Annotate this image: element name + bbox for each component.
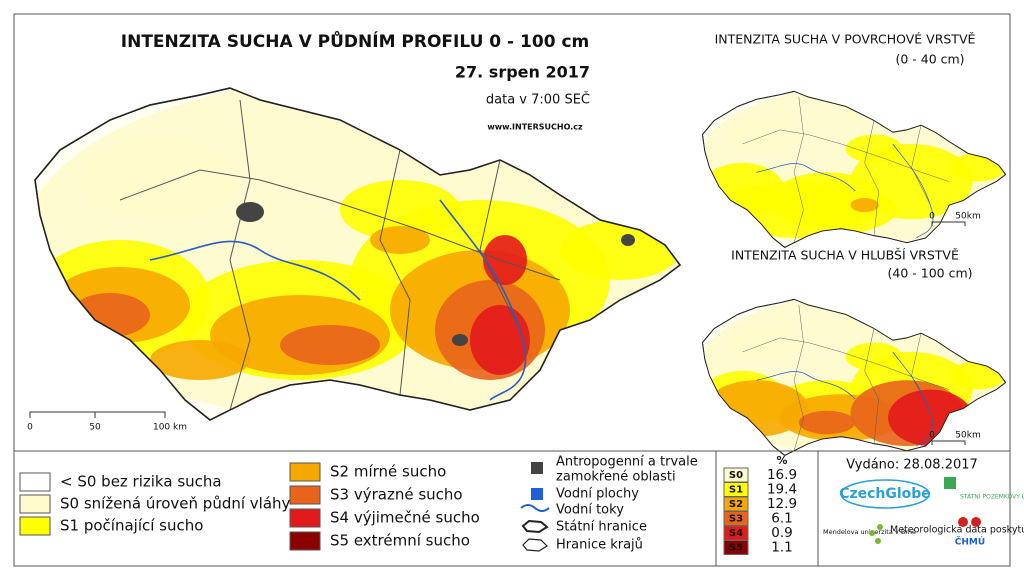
- stats-code: S1: [729, 485, 743, 496]
- legend-label: S5 extrémní sucho: [330, 532, 470, 550]
- symbol-icons: [520, 462, 550, 552]
- stats-swatch: [723, 540, 749, 555]
- symbol-label: Hranice krajů: [556, 538, 643, 553]
- drought-area: [723, 323, 799, 362]
- stats-code: S3: [729, 514, 743, 525]
- drought-area: [470, 305, 530, 375]
- drought-area: [845, 134, 903, 163]
- main-date: 27. srpen 2017: [455, 63, 590, 82]
- stats-value: 12.9: [767, 496, 797, 512]
- drought-area: [798, 410, 856, 435]
- inset-subtitle: (40 - 100 cm): [888, 266, 973, 281]
- scale-label: 50: [89, 423, 101, 433]
- main-title: INTENZITA SUCHA V PŮDNÍM PROFILU 0 - 100…: [121, 29, 589, 52]
- drought-area: [280, 325, 380, 365]
- symbol-label: zamokřené oblasti: [556, 470, 676, 485]
- legend-swatch: [289, 508, 321, 528]
- stats-value: 19.4: [767, 482, 797, 498]
- inset-title: INTENZITA SUCHA V HLUBŠÍ VRSTVĚ: [731, 248, 959, 263]
- inset-subtitle: (0 - 40 cm): [895, 52, 964, 67]
- drought-area: [949, 153, 1006, 182]
- legend-label: S0 snížená úroveň půdní vláhy: [60, 495, 291, 513]
- symbol-label: Antropogenní a trvale: [556, 455, 698, 470]
- legend-swatch: [19, 472, 51, 492]
- legend-swatch: [289, 531, 321, 551]
- legend-frame: [13, 450, 1011, 567]
- legend-label: S3 výrazné sucho: [330, 486, 463, 504]
- symbol-label: Vodní plochy: [556, 487, 639, 502]
- main-time: data v 7:00 SEČ: [486, 92, 590, 108]
- stats-value: 16.9: [767, 467, 797, 483]
- legend-label: S1 počínající sucho: [60, 517, 203, 535]
- stats-header: %: [776, 454, 787, 467]
- scale-label: 0: [929, 431, 935, 441]
- symbol-label: Státní hranice: [556, 520, 647, 535]
- stats-value: 0.9: [771, 525, 792, 541]
- meteo-note: Meteorologická data poskytuje:: [890, 525, 1024, 536]
- legend-label: < S0 bez rizika sucha: [60, 473, 222, 491]
- drought-area: [150, 340, 250, 380]
- inset-title: INTENZITA SUCHA V POVRCHOVÉ VRSTVĚ: [715, 32, 976, 47]
- stats-code: S2: [729, 499, 743, 510]
- stats-code: S4: [729, 528, 743, 539]
- legend: < S0 bez rizika sucha S0 snížená úroveň p…: [19, 462, 480, 551]
- scale-label: 100 km: [153, 423, 187, 433]
- legend-label: S4 výjimečné sucho: [330, 509, 480, 527]
- issued: Vydáno: 28.08.2017: [846, 458, 978, 473]
- legend-label: S2 mírné sucho: [330, 463, 446, 481]
- stats-code: S0: [729, 470, 743, 481]
- main-url: www.INTERSUCHO.cz: [487, 123, 583, 132]
- main-scale: 0 50 100 km: [27, 411, 187, 433]
- stats-value: 1.1: [771, 540, 792, 556]
- stats-table: % S0 16.9 S1 19.4 S2 12.9 S3 6.1 S4 0.9 S5 1.1: [723, 454, 797, 556]
- symbol-label: Vodní toky: [556, 503, 624, 518]
- scale-label: 0: [929, 212, 935, 222]
- inset-surface-map: [701, 90, 1007, 248]
- scale-label: 0: [27, 423, 33, 433]
- drought-area: [483, 235, 527, 285]
- logo-czechglobe: CzechGlobe: [839, 486, 931, 502]
- stats-code: S5: [729, 543, 743, 554]
- drought-area: [70, 293, 150, 337]
- stats-value: 6.1: [771, 511, 792, 527]
- drought-area: [560, 220, 680, 280]
- legend-swatch: [19, 494, 51, 514]
- drought-area: [80, 140, 240, 220]
- legend-swatch: [289, 485, 321, 505]
- logo-chmu: ČHMÚ: [955, 536, 985, 548]
- legend-swatch: [19, 516, 51, 536]
- scale-label: 50km: [955, 431, 980, 441]
- logo-spu: STÁTNÍ POZEMKOVÝ ÚŘAD: [960, 493, 1024, 501]
- drought-area: [723, 115, 799, 154]
- drought-area: [949, 361, 1006, 390]
- drought-area: [850, 198, 879, 213]
- drought-area: [370, 226, 430, 254]
- drought-area: [340, 180, 460, 240]
- drought-area: [845, 342, 903, 371]
- scale-label: 50km: [955, 212, 980, 222]
- legend-swatch: [289, 462, 321, 482]
